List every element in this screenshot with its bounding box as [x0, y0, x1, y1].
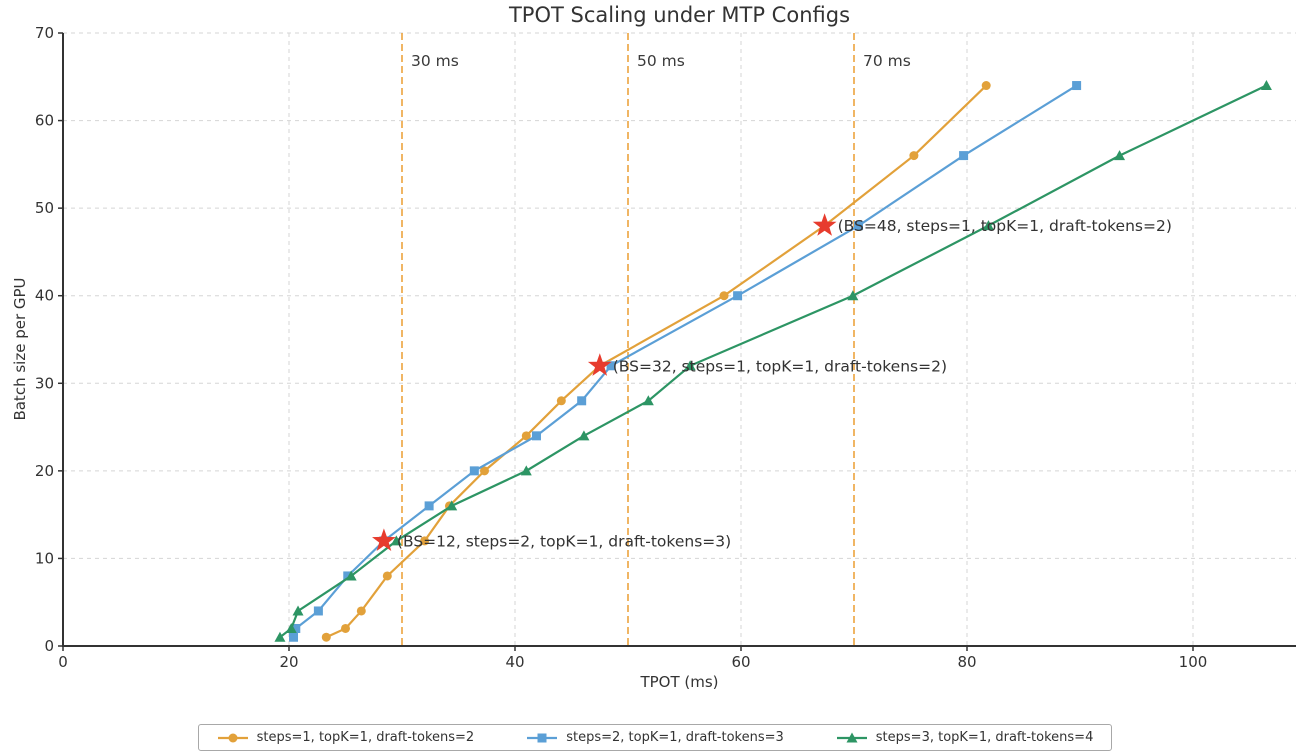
- data-point-marker: [341, 623, 350, 633]
- x-tick-label: 40: [505, 653, 524, 671]
- x-tick-label: 60: [731, 653, 750, 671]
- vline-label: 50 ms: [637, 52, 685, 70]
- data-point-marker: [479, 466, 489, 476]
- data-point-marker: [420, 536, 430, 546]
- annotation-text: (BS=12, steps=2, topK=1, draft-tokens=3): [397, 532, 731, 550]
- x-tick-label: 80: [957, 653, 976, 671]
- y-tick-label: 60: [35, 112, 54, 130]
- chart-title: TPOT Scaling under MTP Configs: [508, 3, 851, 27]
- series-line-2: [292, 84, 1078, 638]
- chart-canvas: 30 ms 50 ms 70 ms 0 20 40 60 80 100 0 10 20 30 40 50 60…: [35, 24, 1296, 671]
- y-tick-label: 50: [35, 199, 54, 217]
- data-point-marker: [606, 361, 616, 371]
- legend-box: steps=1, topK=1, draft-tokens=2 steps=2, …: [197, 724, 1113, 751]
- data-point-marker: [733, 291, 743, 301]
- data-point-marker: [390, 535, 402, 546]
- data-point-marker: [321, 632, 331, 642]
- data-point-marker: [285, 622, 297, 633]
- data-point-marker: [291, 623, 301, 633]
- legend-item-2: steps=2, topK=1, draft-tokens=3: [526, 730, 784, 745]
- y-tick-label: 70: [35, 24, 54, 42]
- data-point-marker: [289, 632, 299, 642]
- data-point-marker: [469, 466, 479, 476]
- data-point-marker: [847, 290, 859, 301]
- y-tick-label: 0: [44, 637, 54, 655]
- data-point-marker: [1260, 80, 1272, 91]
- data-point-marker: [578, 430, 590, 441]
- data-point-marker: [345, 570, 357, 581]
- vline-label: 70 ms: [863, 52, 911, 70]
- legend: steps=1, topK=1, draft-tokens=2 steps=2, …: [0, 724, 1310, 751]
- data-point-marker: [642, 395, 654, 406]
- data-point-marker: [556, 396, 566, 406]
- square-marker-icon: [527, 733, 558, 742]
- data-point-marker: [854, 221, 864, 231]
- x-axis-label: TPOT (ms): [640, 673, 719, 691]
- data-point-marker: [343, 571, 353, 581]
- circle-marker-icon: [217, 733, 248, 742]
- data-point-marker: [520, 465, 532, 476]
- annotation-text: (BS=48, steps=1, topK=1, draft-tokens=2): [838, 217, 1172, 235]
- data-point-marker: [274, 631, 286, 642]
- y-tick-label: 30: [35, 374, 54, 392]
- data-point-marker: [313, 606, 323, 616]
- data-point-marker: [959, 151, 969, 161]
- series-line-3: [279, 84, 1267, 639]
- data-point-marker: [719, 291, 729, 301]
- annotation-star: [587, 353, 612, 376]
- x-tick-label: 20: [279, 653, 298, 671]
- y-tick-label: 20: [35, 462, 54, 480]
- data-point-marker: [424, 501, 434, 511]
- annotation-star: [812, 213, 837, 236]
- data-point-marker: [684, 360, 696, 371]
- y-tick-label: 40: [35, 287, 54, 305]
- data-point-marker: [446, 500, 458, 511]
- data-point-marker: [521, 431, 531, 441]
- data-point-marker: [356, 606, 366, 616]
- triangle-marker-icon: [836, 732, 867, 742]
- data-point-marker: [982, 220, 994, 231]
- x-tick-label: 0: [58, 653, 68, 671]
- data-point-marker: [909, 151, 919, 161]
- y-tick-label: 10: [35, 549, 54, 567]
- vline-label: 30 ms: [411, 52, 459, 70]
- legend-item-1: steps=1, topK=1, draft-tokens=2: [217, 730, 475, 745]
- legend-label: steps=3, topK=1, draft-tokens=4: [875, 730, 1094, 745]
- annotation-text: (BS=32, steps=1, topK=1, draft-tokens=2): [613, 357, 947, 375]
- data-point-marker: [531, 431, 541, 441]
- data-point-marker: [1072, 81, 1082, 91]
- data-point-marker: [1114, 150, 1126, 161]
- legend-label: steps=1, topK=1, draft-tokens=2: [256, 730, 475, 745]
- legend-item-3: steps=3, topK=1, draft-tokens=4: [836, 730, 1094, 745]
- legend-label: steps=2, topK=1, draft-tokens=3: [566, 730, 784, 745]
- data-point-marker: [382, 571, 392, 581]
- data-point-marker: [292, 605, 304, 616]
- x-tick-label: 100: [1179, 653, 1208, 671]
- data-point-marker: [577, 396, 587, 406]
- data-point-marker: [981, 81, 991, 91]
- annotation-star: [372, 528, 396, 551]
